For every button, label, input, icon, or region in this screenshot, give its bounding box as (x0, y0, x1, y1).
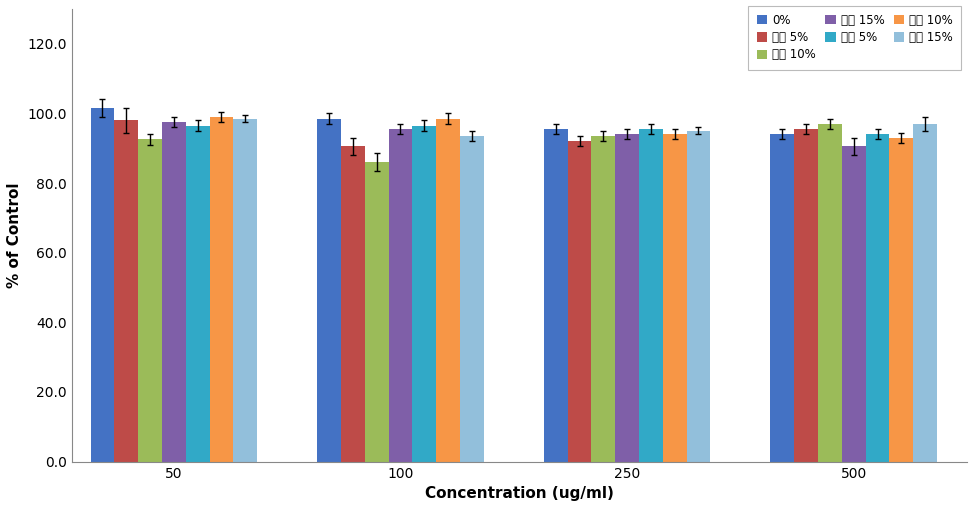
Bar (234, 118, 257, 462)
Bar (866, 134, 889, 462)
Bar (687, 131, 710, 462)
Bar (318, 118, 341, 462)
Bar (162, 122, 186, 462)
Bar (389, 129, 412, 462)
Bar (889, 138, 914, 462)
Bar (568, 141, 591, 462)
Bar (138, 140, 162, 462)
X-axis label: Concentration (ug/ml): Concentration (ug/ml) (425, 486, 614, 501)
Bar (639, 129, 662, 462)
Bar (818, 124, 842, 462)
Bar (842, 146, 866, 462)
Bar (91, 108, 114, 462)
Bar (914, 124, 937, 462)
Bar (209, 117, 234, 462)
Bar (543, 129, 568, 462)
Bar (436, 118, 460, 462)
Bar (591, 136, 616, 462)
Bar (662, 134, 687, 462)
Bar (770, 134, 794, 462)
Bar (794, 129, 818, 462)
Bar (365, 162, 389, 462)
Bar (616, 134, 639, 462)
Legend: 0%, 쌌겨 5%, 쌌겨 10%, 쌌겨 15%, 현미 5%, 현미 10%, 현미 15%: 0%, 쌌겨 5%, 쌌겨 10%, 쌌겨 15%, 현미 5%, 현미 10%… (748, 6, 961, 70)
Bar (460, 136, 484, 462)
Bar (412, 125, 436, 462)
Bar (114, 120, 138, 462)
Bar (186, 125, 209, 462)
Y-axis label: % of Control: % of Control (7, 182, 22, 288)
Bar (341, 146, 365, 462)
